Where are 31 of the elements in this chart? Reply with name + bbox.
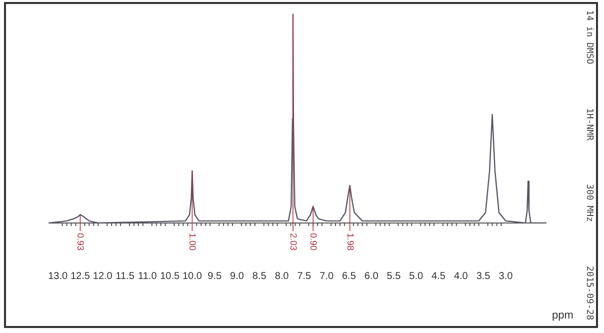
x-tick-label: 8.0 — [274, 270, 290, 282]
annotation: 1.00 — [188, 233, 198, 251]
x-tick-label: 5.0 — [409, 270, 424, 282]
x-axis-title: ppm — [552, 310, 574, 322]
text: 2015-09-28 — [583, 266, 594, 320]
x-tick-label: 3.5 — [476, 270, 491, 282]
x-tick-label: 12.5 — [70, 270, 90, 282]
x-tick-label: 3.0 — [498, 270, 514, 282]
text: 1H-NMR — [583, 108, 594, 140]
x-tick-label: 11.5 — [116, 270, 135, 282]
annotation: 0.90 — [308, 233, 319, 251]
x-tick-label: 6.0 — [364, 270, 379, 282]
x-tick-label: 13.0 — [48, 270, 68, 282]
x-tick-label: 10.0 — [182, 270, 202, 282]
x-tick-label: 4.0 — [454, 270, 468, 282]
text: 300 MHz — [583, 184, 594, 222]
x-tick-label: 10.5 — [160, 270, 180, 282]
x-tick-label: 6.5 — [342, 270, 356, 282]
x-tick-label: 12.0 — [92, 270, 113, 282]
x-tick-label: 11.0 — [138, 270, 158, 282]
annotation: 2.03 — [288, 233, 298, 251]
annotation: 0.93 — [76, 233, 86, 251]
text: 14 in DMSO — [583, 10, 594, 64]
x-tick-label: 7.5 — [297, 270, 312, 282]
x-tick-label: 7.0 — [320, 270, 334, 282]
x-tick-label: 5.5 — [386, 270, 402, 282]
annotation: 1.98 — [345, 233, 356, 251]
x-tick-label: 9.5 — [208, 270, 222, 282]
x-tick-label: 9.0 — [230, 270, 244, 282]
x-tick-label: 8.5 — [252, 270, 267, 282]
x-tick-label: 4.5 — [432, 270, 446, 282]
